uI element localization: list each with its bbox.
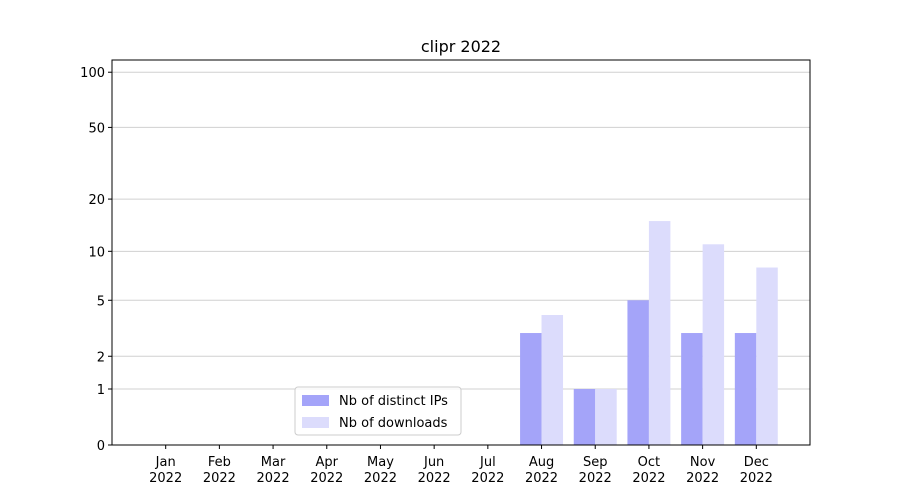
legend-label: Nb of downloads: [339, 416, 448, 431]
plot-frame: [111, 59, 811, 446]
bar: [520, 333, 542, 445]
legend-box: [294, 386, 462, 436]
y-tick-label: 100: [80, 66, 105, 81]
x-tick-label: May 2022: [364, 455, 397, 486]
legend-swatch: [302, 417, 329, 428]
x-tick-label: Dec 2022: [740, 455, 773, 486]
x-tick-label: Aug 2022: [525, 455, 558, 486]
bar: [595, 389, 617, 445]
x-tick-label: Oct 2022: [632, 455, 665, 486]
bar: [573, 389, 596, 445]
bar: [648, 221, 671, 445]
y-tick-label: 2: [97, 350, 105, 365]
x-tick-label: Mar 2022: [257, 455, 290, 486]
chart-title: clipr 2022: [421, 37, 501, 56]
y-tick-label: 0: [97, 439, 105, 454]
x-tick-label: Sep 2022: [579, 455, 612, 486]
y-tick-label: 10: [88, 245, 105, 260]
y-tick-label: 50: [88, 121, 105, 136]
bar: [541, 315, 564, 445]
y-tick-label: 5: [97, 294, 105, 309]
bar: [702, 244, 725, 445]
legend-label: Nb of distinct IPs: [339, 394, 448, 409]
bar: [756, 267, 778, 445]
bar: [734, 333, 757, 445]
x-tick-label: Nov 2022: [686, 455, 719, 486]
x-tick-label: Jul 2022: [471, 455, 504, 486]
bar: [627, 300, 649, 445]
x-tick-label: Jan 2022: [149, 455, 182, 486]
bar: [681, 333, 703, 445]
x-tick-label: Jun 2022: [418, 455, 451, 486]
x-tick-label: Apr 2022: [310, 455, 343, 486]
y-tick-label: 1: [97, 383, 105, 398]
legend-swatch: [302, 395, 329, 406]
x-tick-label: Feb 2022: [203, 455, 236, 486]
y-tick-label: 20: [88, 193, 105, 208]
